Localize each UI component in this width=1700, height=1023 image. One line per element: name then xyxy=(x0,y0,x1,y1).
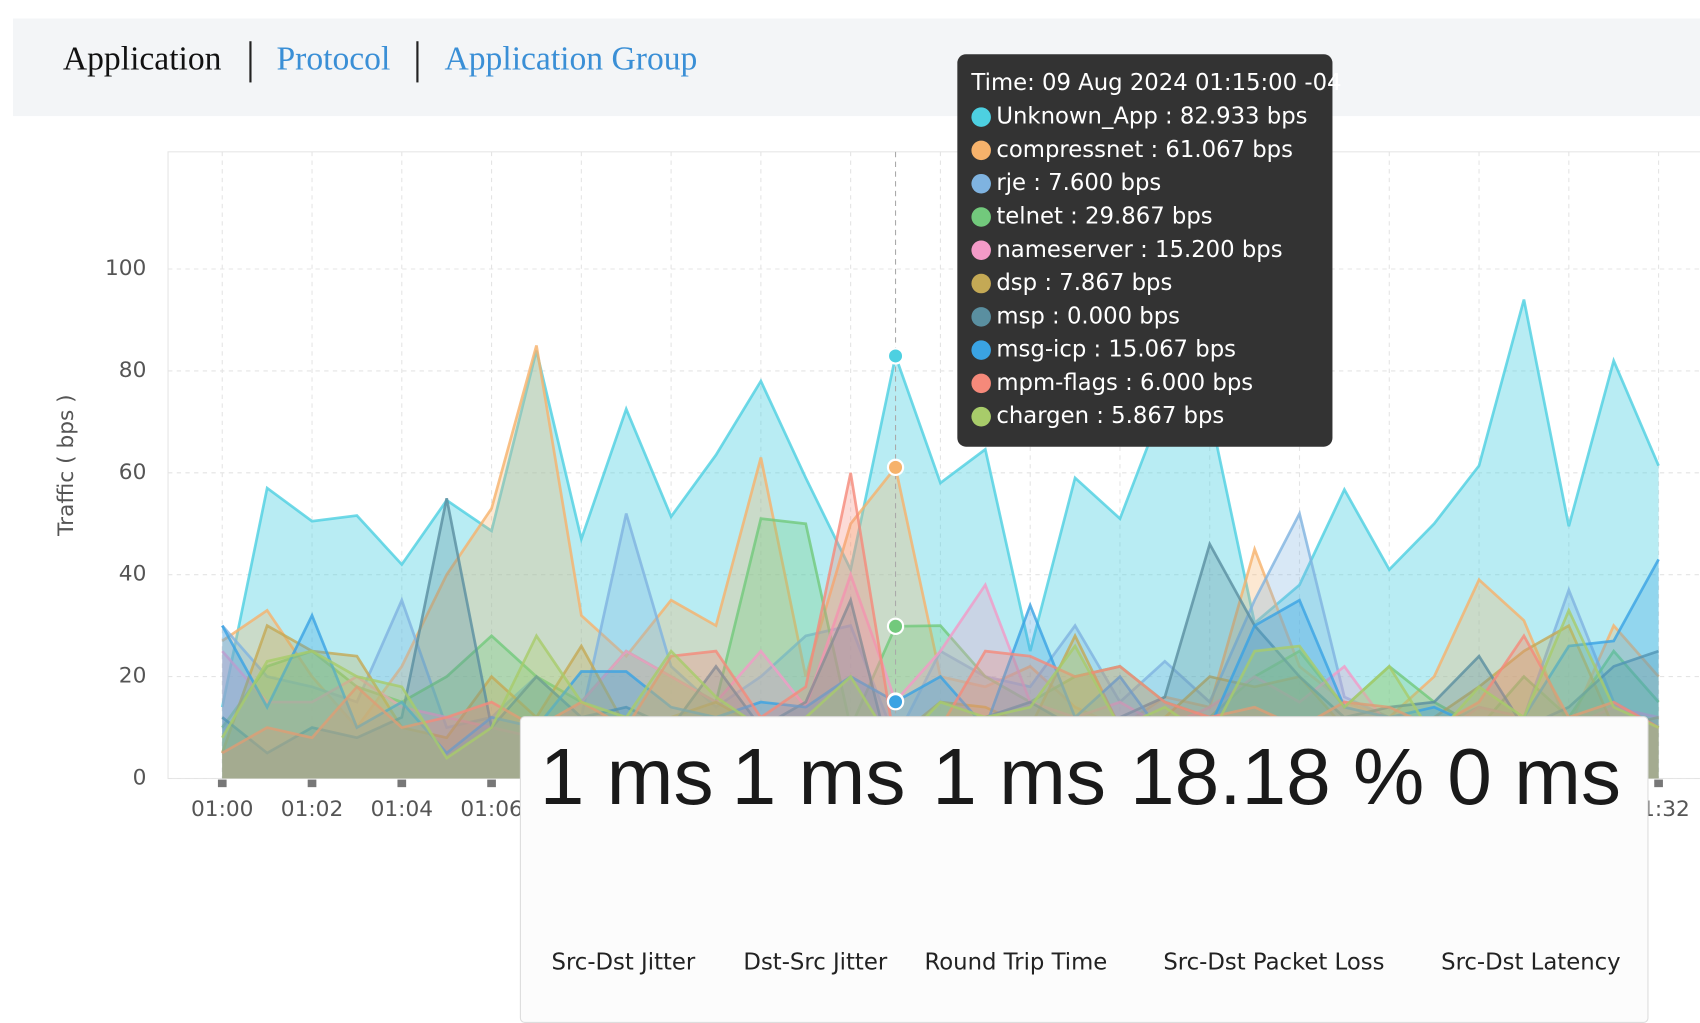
hover-dot xyxy=(886,347,905,365)
metric-value: 18.18 % xyxy=(1130,731,1424,821)
legend-dot xyxy=(971,207,991,227)
metric-value: 1 ms xyxy=(932,731,1106,821)
tooltip-line: msg-icp : 15.067 bps xyxy=(996,337,1236,363)
tooltip-line: dsp : 7.867 bps xyxy=(996,270,1172,296)
legend-dot xyxy=(971,173,991,194)
x-tick-label: 01:04 xyxy=(371,797,433,822)
x-tick-mark xyxy=(487,779,496,788)
metrics-panel: 1 ms Src-Dst Jitter 1 ms Dst-Src Jitter 1 ms… xyxy=(519,716,1649,1023)
legend-dot xyxy=(971,340,991,360)
area-fill xyxy=(222,513,1659,779)
area-line xyxy=(221,558,1660,755)
x-tick-label: 01:06 xyxy=(460,797,522,822)
legend-dot xyxy=(971,140,991,161)
metric-label: Src-Dst Jitter xyxy=(552,949,696,975)
metric-value: 1 ms xyxy=(732,731,906,821)
tooltip-line: rje : 7.600 bps xyxy=(996,170,1161,196)
hover-dot xyxy=(886,693,905,711)
y-tick-label: 60 xyxy=(119,460,147,485)
x-tick-mark xyxy=(397,779,407,788)
tab[interactable]: Protocol xyxy=(276,41,390,78)
area-fill xyxy=(222,498,1659,779)
tab[interactable]: Application Group xyxy=(445,41,698,78)
x-tick-label: 01:00 xyxy=(191,797,253,822)
tooltip-line: Unknown_App : 82.933 bps xyxy=(996,104,1307,130)
hover-dot xyxy=(886,458,905,477)
area-line xyxy=(221,517,1660,732)
tooltip: Time: 09 Aug 2024 01:15:00 -04 Unknown_A… xyxy=(957,54,1342,447)
area-line xyxy=(220,299,1660,708)
metric-value: 0 ms xyxy=(1447,731,1621,821)
area-fill xyxy=(222,518,1659,779)
legend-dot xyxy=(971,406,991,427)
area-line xyxy=(221,606,1660,761)
tooltip-line: telnet : 29.867 bps xyxy=(996,203,1212,229)
tooltip-line: mpm-flags : 6.000 bps xyxy=(996,370,1253,396)
y-tick-label: 80 xyxy=(119,358,147,383)
legend-dot xyxy=(971,240,991,261)
metric-label: Src-Dst Packet Loss xyxy=(1163,949,1384,975)
tooltip-line: nameserver : 15.200 bps xyxy=(996,237,1282,263)
legend-dot xyxy=(971,373,991,394)
legend-dot xyxy=(971,273,991,294)
x-tick-mark xyxy=(1654,779,1663,788)
metric-label: Src-Dst Latency xyxy=(1441,949,1620,975)
metric-value: 1 ms xyxy=(540,731,714,821)
tooltip-line: msp : 0.000 bps xyxy=(996,303,1180,329)
metrics-box xyxy=(519,716,1649,1023)
x-tick-label: 01:02 xyxy=(281,797,343,822)
y-tick-label: 20 xyxy=(119,664,147,689)
y-axis-label: Traffic ( bps ) xyxy=(54,394,79,537)
legend-dot xyxy=(971,307,991,327)
y-tick-label: 100 xyxy=(105,256,146,281)
tab-bar xyxy=(13,18,1700,117)
tooltip-line: chargen : 5.867 bps xyxy=(996,403,1224,429)
y-tick-label: 0 xyxy=(133,765,147,790)
y-tick-label: 40 xyxy=(119,562,147,587)
tab-active[interactable]: Application xyxy=(63,41,222,78)
tooltip-title: Time: 09 Aug 2024 01:15:00 -04 xyxy=(970,70,1341,96)
tooltip-box xyxy=(957,54,1333,447)
metric-label: Dst-Src Jitter xyxy=(743,949,887,975)
x-tick-mark xyxy=(307,779,317,788)
hover-dot xyxy=(886,617,905,635)
x-tick-mark xyxy=(217,779,227,788)
tooltip-line: compressnet : 61.067 bps xyxy=(996,137,1293,163)
metric-label: Round Trip Time xyxy=(924,949,1107,975)
legend-dot xyxy=(971,107,991,127)
area-fill xyxy=(222,299,1659,779)
